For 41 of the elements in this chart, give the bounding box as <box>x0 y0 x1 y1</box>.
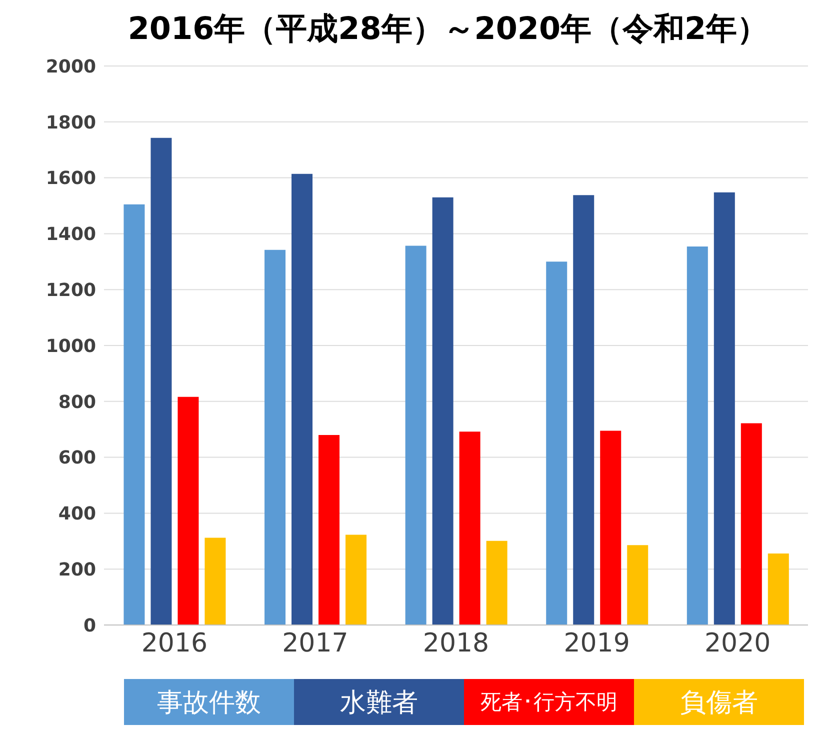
bar <box>432 197 454 625</box>
x-tick-label: 2020 <box>704 628 771 658</box>
bar <box>486 540 508 625</box>
y-tick-label: 1400 <box>46 224 96 246</box>
text: 事故件数 <box>124 679 294 725</box>
bar <box>600 430 622 625</box>
y-tick-label: 1000 <box>46 336 96 357</box>
bar <box>686 246 708 625</box>
x-tick-label: 2016 <box>141 628 208 658</box>
text: 死者･行方不明 <box>464 679 634 725</box>
bar <box>740 423 762 625</box>
bar <box>627 545 648 625</box>
bar <box>204 538 226 625</box>
text: 負傷者 <box>634 679 804 725</box>
bar <box>264 250 286 625</box>
y-tick-label: 400 <box>58 504 96 525</box>
y-tick-label: 2000 <box>46 56 96 78</box>
text: 水難者 <box>294 679 464 725</box>
x-tick-label: 2019 <box>564 628 630 658</box>
bar <box>318 434 340 625</box>
y-tick-label: 1600 <box>46 168 96 190</box>
x-tick-label: 2018 <box>422 628 490 658</box>
bar <box>178 396 199 625</box>
bar <box>459 432 480 625</box>
bar <box>546 262 568 625</box>
y-tick-label: 800 <box>58 392 96 413</box>
bar <box>292 174 313 625</box>
chart-title: 2016年（平成28年）～2020年（令和2年） <box>126 10 770 49</box>
x-tick-label: 2017 <box>282 628 348 658</box>
bar <box>768 553 789 625</box>
bar <box>346 534 367 625</box>
bar <box>405 246 426 625</box>
y-tick-label: 1800 <box>46 112 96 134</box>
y-tick-label: 1200 <box>46 280 96 301</box>
bar <box>124 204 145 625</box>
y-tick-label: 0 <box>83 615 96 636</box>
y-tick-label: 200 <box>58 559 96 580</box>
bar <box>714 192 735 625</box>
bar <box>573 195 594 625</box>
y-tick-label: 600 <box>58 448 96 469</box>
bar <box>150 138 172 625</box>
